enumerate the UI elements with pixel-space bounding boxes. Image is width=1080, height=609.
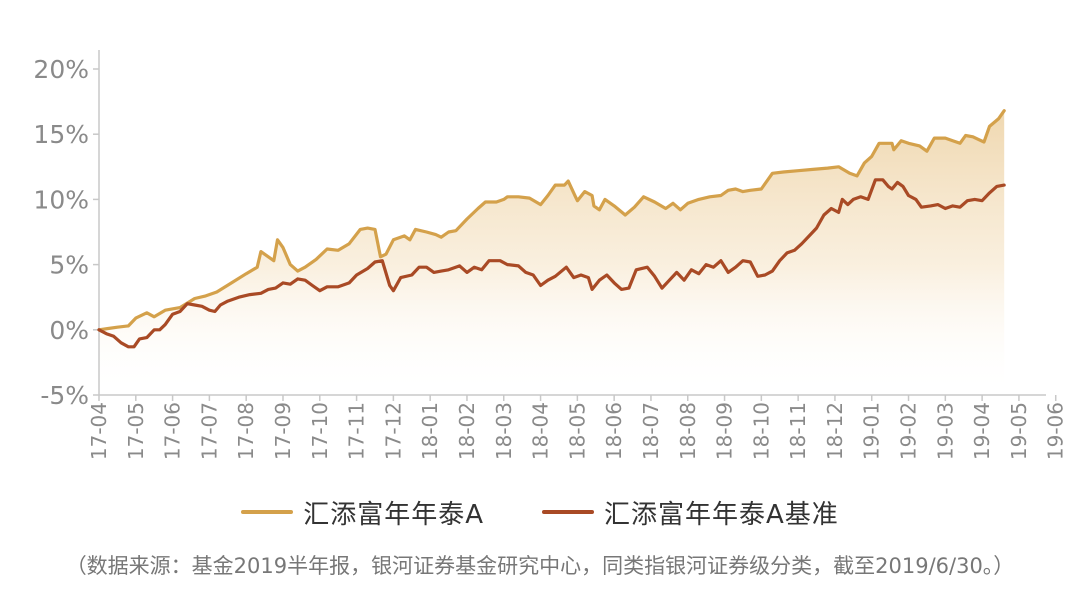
x-tick-label: 18-01: [418, 402, 442, 460]
line-chart: 20%15%10%5%0%-5% 17-04 17-05 17-06 17-07 17-…: [33, 50, 1068, 460]
y-tick-label: 0%: [49, 316, 89, 345]
x-tick-label: 18-02: [455, 402, 479, 460]
y-tick-label: 10%: [33, 185, 89, 214]
legend-swatch-benchmark: [542, 510, 594, 514]
y-tick-label: 15%: [33, 120, 89, 149]
x-tick-label: 18-07: [639, 402, 663, 460]
x-tick-label: 18-10: [749, 402, 773, 460]
x-tick-label: 17-09: [271, 402, 295, 460]
x-tick-label: 17-05: [124, 402, 148, 460]
x-tick-label: 17-04: [87, 402, 111, 460]
x-tick-label: 18-04: [529, 402, 553, 460]
legend-item-benchmark: 汇添富年年泰A基准: [542, 494, 839, 531]
series-area-0: [99, 110, 1005, 395]
x-tick-label: 19-06: [1044, 402, 1068, 460]
x-tick-labels: 17-04 17-05 17-06 17-07 17-08 17-09 17-10 17-11…: [87, 402, 1068, 460]
x-tick-label: 19-04: [970, 402, 994, 460]
series-lines: [97, 109, 1006, 349]
legend-swatch-fund: [241, 510, 294, 514]
legend-item-fund: 汇添富年年泰A: [241, 494, 484, 531]
y-tick-label: 5%: [49, 251, 89, 280]
x-tick-label: 18-12: [823, 402, 847, 460]
x-tick-label: 17-12: [381, 402, 405, 460]
x-tick-label: 17-06: [161, 402, 185, 460]
x-tick-label: 18-06: [602, 402, 626, 460]
x-tick-label: 19-02: [897, 402, 921, 460]
series-line-1: [97, 178, 1006, 349]
x-tick-label: 19-01: [860, 402, 884, 460]
legend-label-fund: 汇添富年年泰A: [303, 499, 484, 530]
series-line-0: [97, 109, 1006, 332]
x-tick-label: 17-11: [345, 402, 369, 460]
x-tick-label: 19-05: [1007, 402, 1031, 460]
legend-label-benchmark: 汇添富年年泰A基准: [604, 499, 839, 530]
source-note: （数据来源：基金2019半年报，银河证券基金研究中心，同类指银河证券级分类，截至…: [65, 554, 1015, 578]
legend: 汇添富年年泰A 汇添富年年泰A基准: [0, 492, 1080, 532]
x-tick-label: 17-08: [234, 402, 258, 460]
x-tick-label: 18-08: [676, 402, 700, 460]
x-tick-label: 17-07: [197, 402, 221, 460]
x-tick-label: 18-09: [713, 402, 737, 460]
axes: [93, 50, 1057, 401]
x-tick-label: 18-11: [786, 402, 810, 460]
y-tick-label: 20%: [33, 55, 89, 84]
y-tick-label: -5%: [40, 381, 89, 410]
y-tick-labels: 20% 15% 10% 5% 0% -5%: [33, 55, 89, 410]
x-tick-label: 18-05: [565, 402, 589, 460]
x-tick-label: 19-03: [933, 402, 957, 460]
series-area-layer: [99, 110, 1005, 395]
x-tick-label: 18-03: [492, 402, 516, 460]
x-tick-label: 17-10: [308, 402, 332, 460]
